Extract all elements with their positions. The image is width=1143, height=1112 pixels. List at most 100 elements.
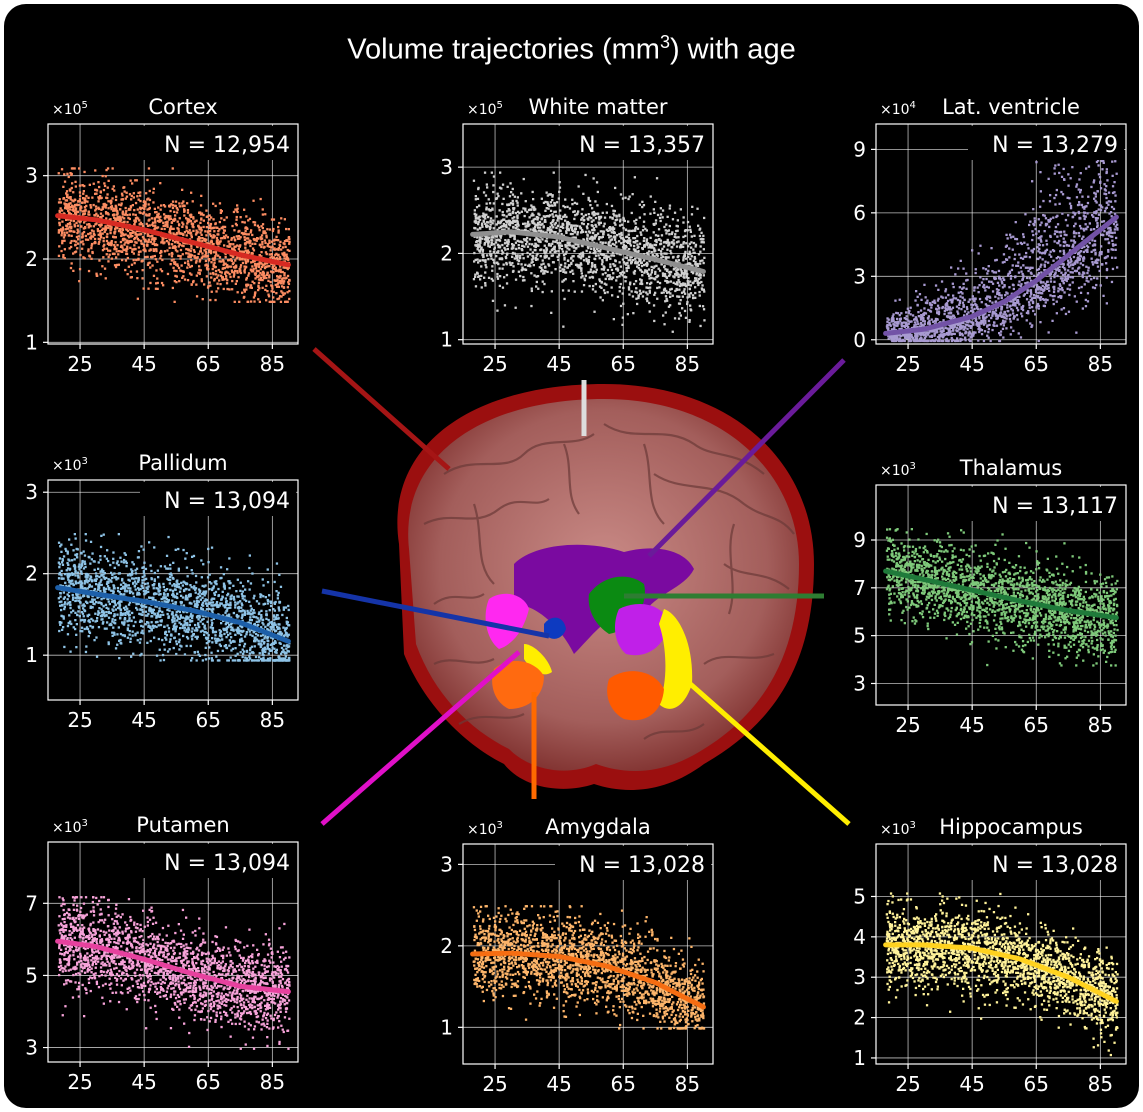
scatter-point	[141, 223, 143, 225]
scatter-point	[126, 221, 128, 223]
scatter-point	[218, 279, 220, 281]
scatter-point	[612, 229, 614, 231]
scatter-point	[544, 245, 546, 247]
scatter-point	[656, 254, 658, 256]
scatter-point	[628, 234, 630, 236]
scatter-point	[1003, 253, 1005, 255]
scatter-point	[623, 246, 625, 248]
scatter-point	[514, 257, 516, 259]
scatter-point	[268, 265, 270, 267]
scatter-point	[1011, 269, 1013, 271]
scatter-point	[613, 255, 615, 257]
scatter-point	[538, 223, 540, 225]
scatter-point	[489, 228, 491, 230]
scatter-point	[516, 202, 518, 204]
scatter-point	[943, 313, 945, 315]
scatter-point	[649, 287, 651, 289]
scatter-point	[152, 201, 154, 203]
scatter-point	[280, 248, 282, 250]
scatter-point	[174, 275, 176, 277]
scatter-point	[668, 243, 670, 245]
scatter-point	[616, 234, 618, 236]
scatter-point	[137, 298, 139, 300]
scatter-point	[510, 234, 512, 236]
scatter-point	[117, 253, 119, 255]
scatter-point	[128, 208, 130, 210]
scatter-point	[701, 259, 703, 261]
scatter-point	[189, 266, 191, 268]
scatter-point	[71, 182, 73, 184]
scatter-point	[93, 183, 95, 185]
scatter-point	[982, 278, 984, 280]
scatter-point	[192, 230, 194, 232]
scatter-point	[490, 236, 492, 238]
scatter-point	[1073, 256, 1075, 258]
scatter-point	[72, 270, 74, 272]
scatter-point	[607, 269, 609, 271]
scatter-point	[157, 206, 159, 208]
scatter-point	[606, 259, 608, 261]
scatter-point	[699, 325, 701, 327]
scatter-point	[190, 250, 192, 252]
scatter-point	[483, 259, 485, 261]
scatter-point	[205, 234, 207, 236]
scatter-point	[212, 273, 214, 275]
scatter-point	[83, 213, 85, 215]
scatter-point	[71, 262, 73, 264]
scatter-point	[245, 266, 247, 268]
scatter-point	[639, 243, 641, 245]
scatter-point	[245, 230, 247, 232]
scatter-point	[1088, 166, 1090, 168]
scatter-point	[112, 167, 114, 169]
scatter-point	[99, 230, 101, 232]
scatter-point	[123, 244, 125, 246]
scatter-point	[689, 280, 691, 282]
scatter-point	[479, 227, 481, 229]
scatter-point	[271, 253, 273, 255]
scatter-point	[1012, 249, 1014, 251]
scatter-point	[653, 231, 655, 233]
scatter-point	[277, 283, 279, 285]
scatter-point	[241, 232, 243, 234]
scatter-point	[638, 295, 640, 297]
scatter-point	[499, 275, 501, 277]
scatter-point	[978, 291, 980, 293]
scatter-point	[660, 250, 662, 252]
scatter-point	[987, 270, 989, 272]
scatter-point	[1091, 251, 1093, 253]
scatter-point	[553, 261, 555, 263]
scatter-point	[684, 230, 686, 232]
scatter-point	[653, 277, 655, 279]
scatter-point	[689, 229, 691, 231]
scatter-point	[1087, 226, 1089, 228]
scatter-point	[209, 281, 211, 283]
scatter-point	[662, 272, 664, 274]
scatter-point	[106, 233, 108, 235]
scatter-point	[561, 248, 563, 250]
scatter-point	[237, 238, 239, 240]
scatter-point	[702, 305, 704, 307]
scatter-point	[677, 276, 679, 278]
scatter-point	[977, 287, 979, 289]
scatter-point	[1026, 292, 1028, 294]
scatter-point	[84, 227, 86, 229]
scatter-point	[572, 273, 574, 275]
scatter-point	[209, 299, 211, 301]
scatter-point	[103, 182, 105, 184]
scatter-point	[602, 233, 604, 235]
scatter-point	[89, 255, 91, 257]
scatter-point	[697, 225, 699, 227]
scatter-point	[256, 237, 258, 239]
scatter-point	[148, 219, 150, 221]
scatter-point	[130, 180, 132, 182]
scatter-point	[604, 272, 606, 274]
scatter-point	[509, 195, 511, 197]
scatter-point	[981, 281, 983, 283]
scatter-point	[487, 221, 489, 223]
scatter-point	[480, 275, 482, 277]
scatter-point	[187, 209, 189, 211]
scatter-point	[547, 263, 549, 265]
scatter-point	[530, 209, 532, 211]
scatter-point	[261, 234, 263, 236]
scatter-point	[492, 184, 494, 186]
